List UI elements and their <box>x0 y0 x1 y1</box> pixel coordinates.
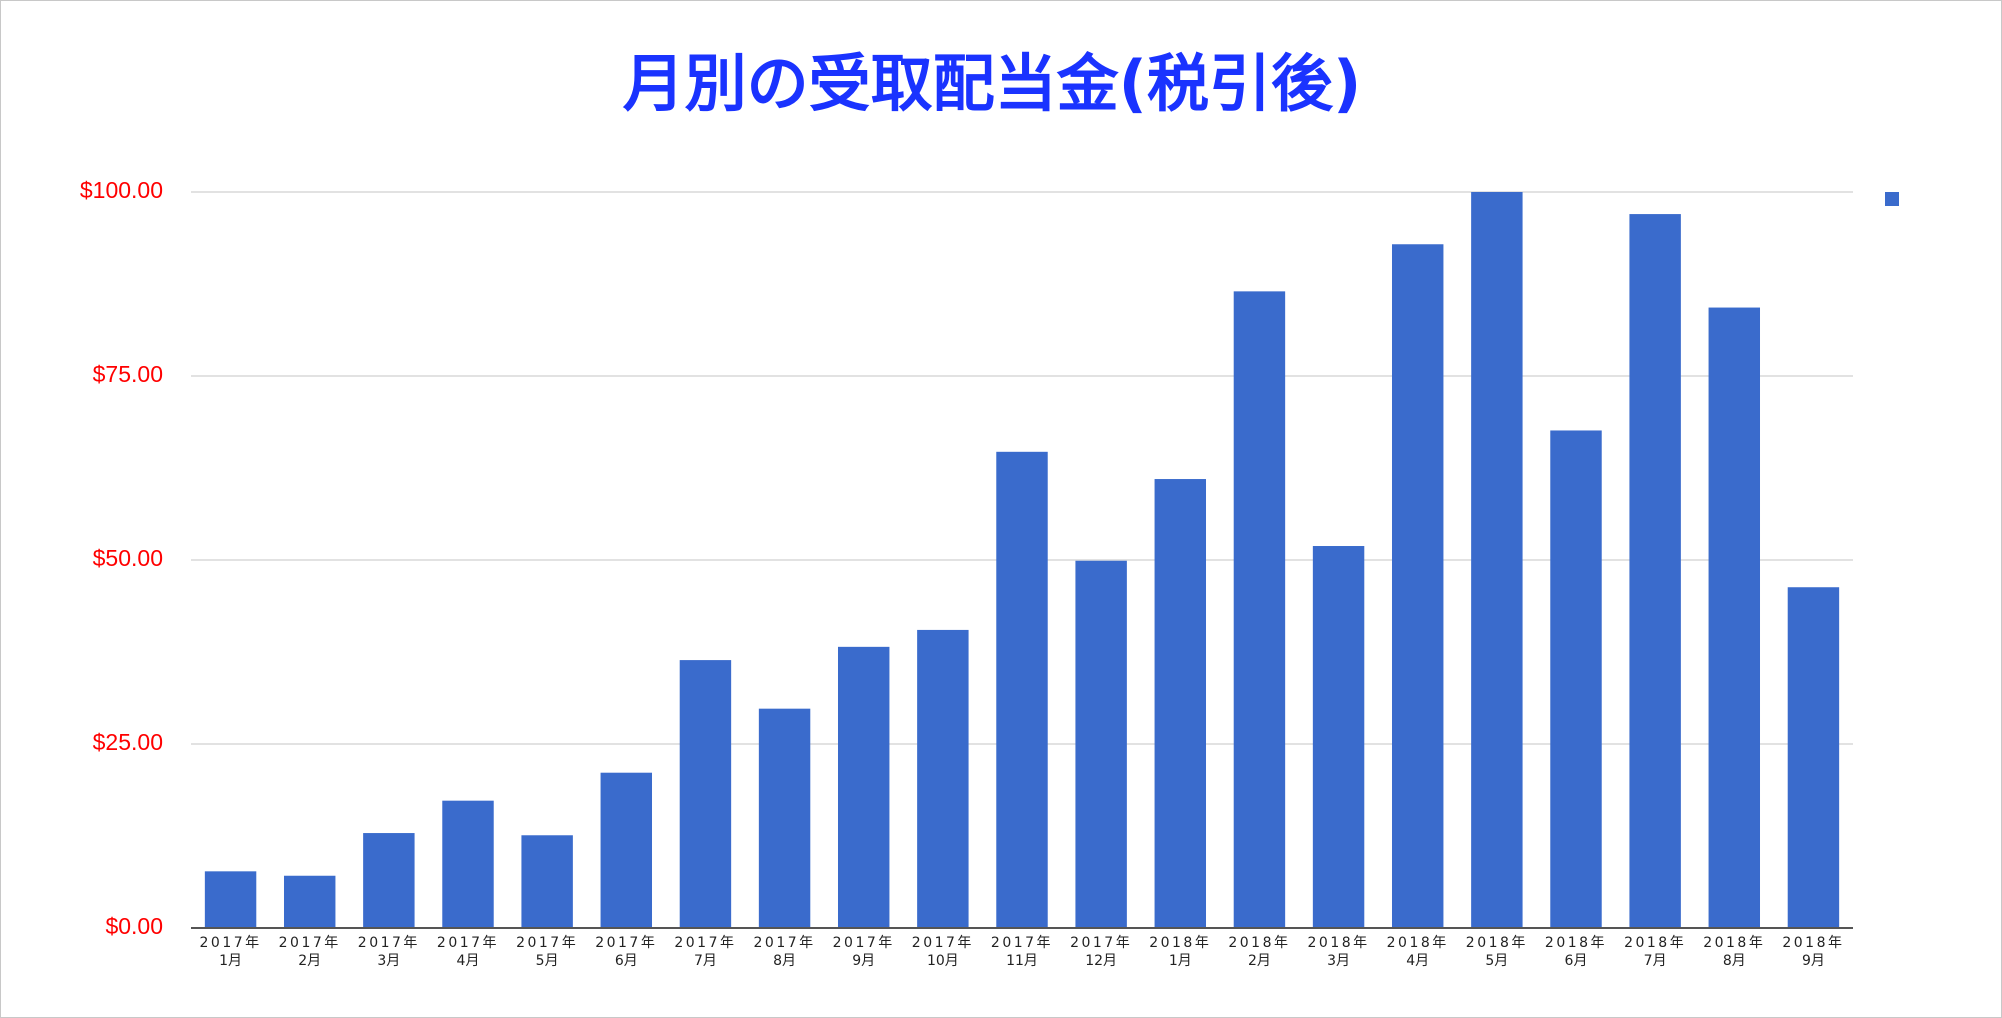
chart-title: 月別の受取配当金(税引後) <box>622 47 1362 120</box>
bar <box>758 708 811 928</box>
x-tick-label: 2018年 6月 <box>1545 935 1607 969</box>
bar <box>363 833 415 928</box>
bar <box>917 629 969 928</box>
x-tick-label: 2018年 8月 <box>1703 935 1765 969</box>
bar <box>442 800 494 928</box>
x-tick-label: 2017年 6月 <box>595 935 657 969</box>
x-tick-label: 2017年 10月 <box>912 935 974 969</box>
bar <box>521 835 573 928</box>
x-tick-label: 2017年 11月 <box>991 935 1053 969</box>
y-tick-label: $50.00 <box>93 545 163 571</box>
y-tick-label: $100.00 <box>80 177 163 203</box>
legend <box>1885 192 1899 206</box>
x-axis-ticks: 2017年 1月 2017年 2月 2017年 3月 2017年 4月 2017年 5月 2017年… <box>200 935 1844 969</box>
legend-swatch <box>1885 192 1899 206</box>
bars <box>204 192 1840 929</box>
x-tick-label: 2017年 8月 <box>754 935 816 969</box>
bar <box>679 660 732 928</box>
bar <box>1391 244 1444 929</box>
x-tick-label: 2018年 5月 <box>1466 935 1528 969</box>
y-tick-label: $75.00 <box>93 361 163 387</box>
x-tick-label: 2018年 3月 <box>1308 935 1370 969</box>
y-tick-label: $25.00 <box>93 729 163 755</box>
x-tick-label: 2018年 1月 <box>1149 935 1211 969</box>
x-tick-label: 2018年 4月 <box>1387 935 1449 969</box>
bar <box>1708 307 1761 928</box>
x-tick-label: 2017年 1月 <box>200 935 262 969</box>
bar <box>204 871 257 928</box>
x-tick-label: 2018年 9月 <box>1782 935 1844 969</box>
bar <box>600 772 653 928</box>
bar <box>283 875 336 928</box>
x-tick-label: 2017年 4月 <box>437 935 499 969</box>
x-tick-label: 2017年 2月 <box>279 935 341 969</box>
bar <box>996 451 1048 928</box>
y-axis-ticks: $0.00 $25.00 $50.00 $75.00 $100.00 <box>80 177 163 939</box>
bar <box>1629 214 1681 928</box>
x-tick-label: 2017年 3月 <box>358 935 420 969</box>
bar <box>1471 192 1523 928</box>
x-tick-label: 2017年 12月 <box>1070 935 1132 969</box>
y-tick-label: $0.00 <box>105 913 163 939</box>
bar <box>1233 291 1286 928</box>
x-tick-label: 2018年 2月 <box>1228 935 1290 969</box>
bar <box>1075 560 1127 928</box>
bar <box>1154 479 1207 928</box>
x-tick-label: 2017年 9月 <box>833 935 895 969</box>
x-tick-label: 2018年 7月 <box>1624 935 1686 969</box>
x-tick-label: 2017年 7月 <box>674 935 736 969</box>
x-tick-label: 2017年 5月 <box>516 935 578 969</box>
bar <box>1787 587 1840 928</box>
bar <box>837 646 890 928</box>
bar <box>1312 546 1365 928</box>
bar <box>1550 430 1602 928</box>
